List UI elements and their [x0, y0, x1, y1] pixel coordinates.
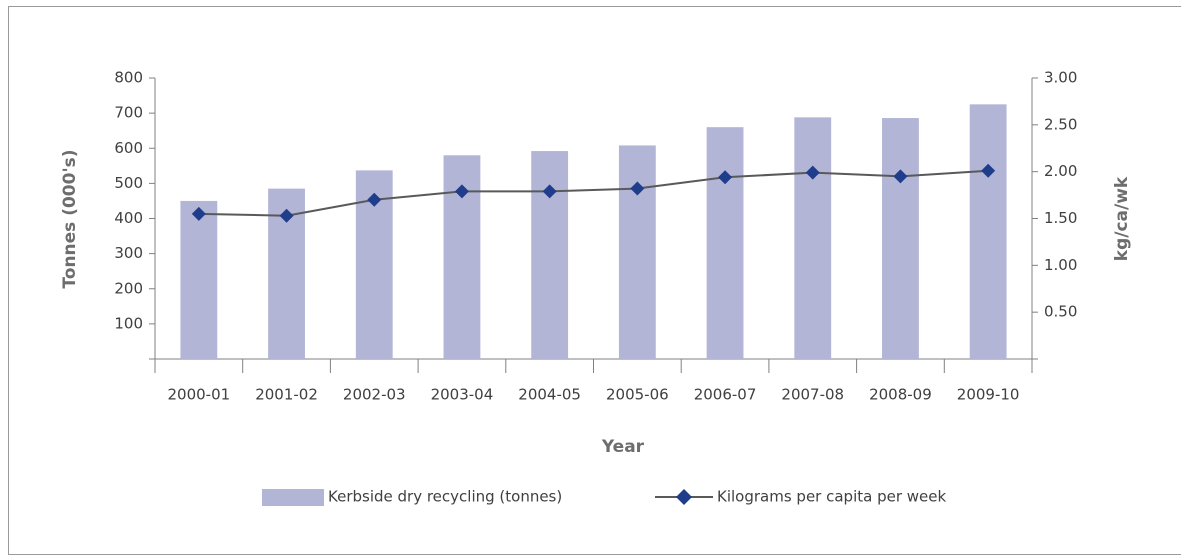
y-axis-label: Tonnes (000's) [60, 149, 80, 288]
y2-axis-label: kg/ca/wk [1112, 176, 1132, 261]
x-tick-label: 2003-04 [431, 386, 494, 404]
y-tick-label: 600 [114, 139, 143, 157]
y2-tick-label: 3.00 [1044, 69, 1077, 87]
y-tick-label: 200 [114, 279, 143, 297]
y2-tick-label: 2.50 [1044, 115, 1077, 133]
legend-swatch [262, 489, 324, 506]
y-tick-label: 400 [114, 209, 143, 227]
y-tick-label: 500 [114, 174, 143, 192]
y2-tick-label: 1.00 [1044, 256, 1077, 274]
x-tick-label: 2002-03 [343, 386, 406, 404]
bar [619, 145, 656, 359]
legend-label: Kerbside dry recycling (tonnes) [328, 488, 562, 506]
y-tick-label: 300 [114, 244, 143, 262]
line [199, 171, 988, 216]
x-axis-label: Year [601, 437, 645, 457]
y-tick-label: 100 [114, 314, 143, 332]
x-tick-label: 2007-08 [781, 386, 844, 404]
legend-marker [676, 489, 692, 505]
x-tick-label: 2009-10 [957, 386, 1020, 404]
y2-tick-label: 2.00 [1044, 162, 1077, 180]
bar [531, 151, 568, 359]
y2-tick-label: 1.50 [1044, 209, 1077, 227]
x-tick-label: 2008-09 [869, 386, 932, 404]
y-tick-label: 800 [114, 69, 143, 87]
legend-label: Kilograms per capita per week [717, 488, 946, 506]
bar [882, 118, 919, 359]
x-tick-label: 2001-02 [255, 386, 318, 404]
bar [794, 117, 831, 359]
x-tick-label: 2000-01 [168, 386, 231, 404]
x-tick-label: 2005-06 [606, 386, 669, 404]
bar [180, 201, 217, 359]
x-tick-label: 2004-05 [518, 386, 581, 404]
y-tick-label: 700 [114, 104, 143, 122]
x-tick-label: 2006-07 [694, 386, 757, 404]
bar [970, 104, 1007, 359]
y2-tick-label: 0.50 [1044, 303, 1077, 321]
bar [707, 127, 744, 359]
